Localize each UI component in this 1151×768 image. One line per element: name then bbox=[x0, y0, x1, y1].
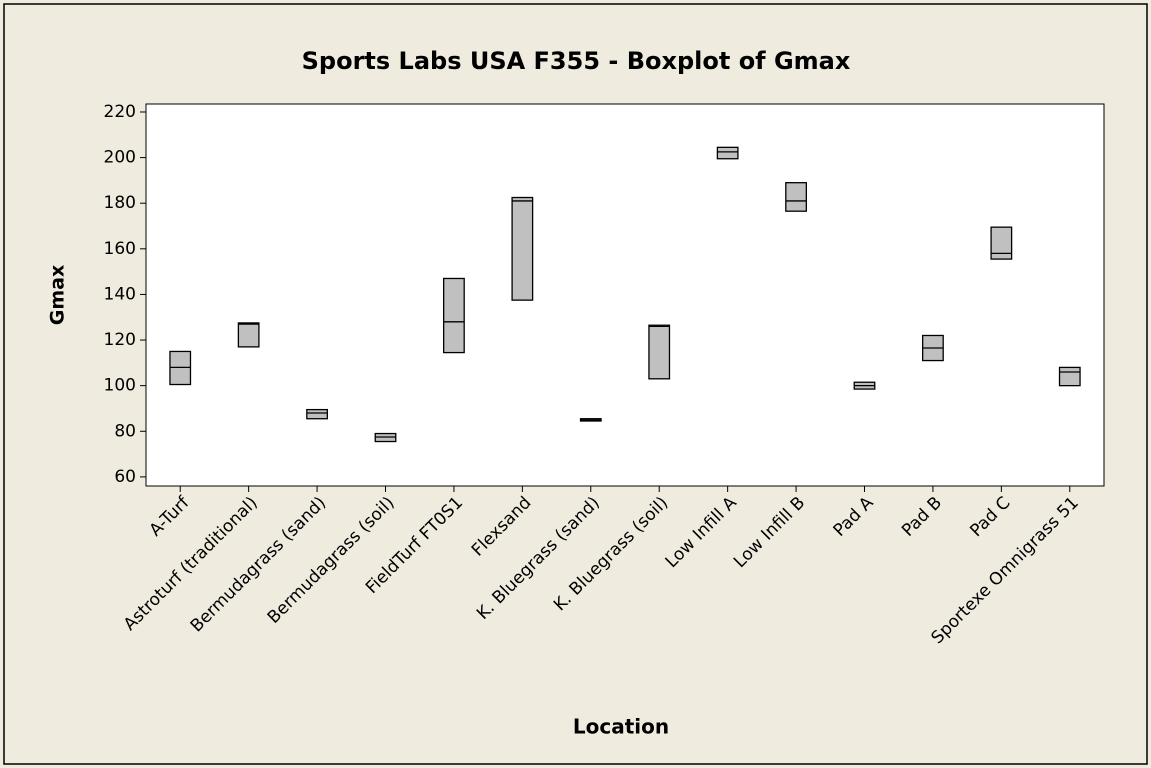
x-axis-label: Location bbox=[573, 715, 669, 739]
plot-area bbox=[145, 103, 1105, 487]
box bbox=[443, 277, 465, 354]
y-tick-label: 220 bbox=[104, 102, 136, 122]
box bbox=[785, 182, 807, 212]
y-tick-label: 120 bbox=[104, 330, 136, 350]
y-tick-label: 100 bbox=[104, 376, 136, 396]
y-axis-label: Gmax bbox=[47, 265, 69, 325]
y-tick-label: 60 bbox=[114, 467, 136, 487]
box bbox=[716, 146, 739, 160]
y-tick-label: 180 bbox=[104, 193, 136, 213]
y-tick-label: 140 bbox=[104, 284, 136, 304]
box bbox=[237, 322, 260, 348]
box bbox=[306, 408, 328, 420]
box bbox=[990, 226, 1013, 260]
box bbox=[648, 324, 671, 380]
box bbox=[511, 196, 534, 301]
chart-title: Sports Labs USA F355 - Boxplot of Gmax bbox=[302, 47, 851, 75]
box bbox=[1058, 366, 1081, 387]
y-tick-label: 80 bbox=[114, 421, 136, 441]
y-tick-label: 200 bbox=[104, 148, 136, 168]
y-tick-label: 160 bbox=[104, 239, 136, 259]
